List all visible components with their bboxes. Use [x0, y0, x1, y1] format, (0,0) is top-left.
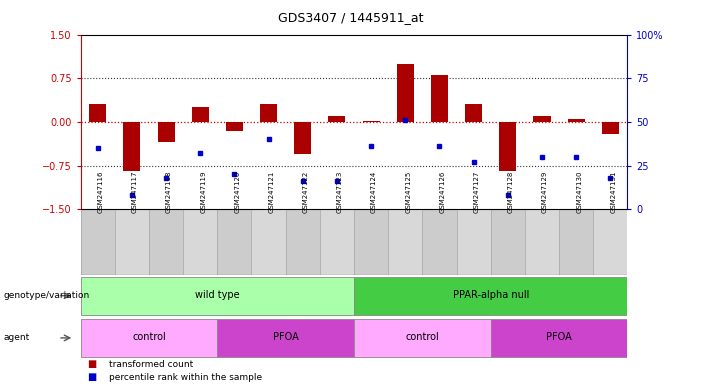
Bar [328, 116, 346, 122]
Bar [362, 121, 380, 122]
Text: control: control [132, 332, 166, 342]
Text: ■: ■ [88, 359, 97, 369]
Bar [191, 108, 209, 122]
Bar [388, 209, 422, 275]
Text: transformed count: transformed count [109, 360, 193, 369]
Bar [491, 319, 627, 357]
Text: GSM247124: GSM247124 [371, 170, 377, 213]
Bar [217, 209, 252, 275]
Text: genotype/variation: genotype/variation [4, 291, 90, 300]
Text: GSM247120: GSM247120 [234, 170, 240, 213]
Bar [89, 104, 107, 122]
Text: GSM247125: GSM247125 [405, 170, 411, 213]
Bar [320, 209, 354, 275]
Bar [260, 104, 277, 122]
Bar [183, 209, 217, 275]
Bar [81, 319, 217, 357]
Text: agent: agent [4, 333, 29, 343]
Text: GSM247122: GSM247122 [303, 170, 308, 213]
Bar [499, 122, 517, 171]
Bar [354, 209, 388, 275]
Bar [149, 209, 183, 275]
Bar [81, 276, 354, 315]
Bar [559, 209, 593, 275]
Bar [286, 209, 320, 275]
Bar [158, 122, 175, 142]
Text: GSM247129: GSM247129 [542, 170, 548, 213]
Bar [354, 276, 627, 315]
Text: GSM247130: GSM247130 [576, 170, 582, 213]
Text: control: control [405, 332, 440, 342]
Text: PPAR-alpha null: PPAR-alpha null [453, 290, 529, 300]
Bar [397, 64, 414, 122]
Bar [422, 209, 456, 275]
Bar [525, 209, 559, 275]
Text: GSM247121: GSM247121 [268, 170, 275, 213]
Text: wild type: wild type [195, 290, 240, 300]
Text: GSM247127: GSM247127 [474, 170, 479, 213]
Bar [217, 319, 354, 357]
Bar [226, 122, 243, 131]
Text: GSM247128: GSM247128 [508, 170, 514, 213]
Text: GSM247119: GSM247119 [200, 170, 206, 213]
Text: percentile rank within the sample: percentile rank within the sample [109, 373, 261, 382]
Bar [456, 209, 491, 275]
Bar [533, 116, 550, 122]
Bar [252, 209, 286, 275]
Bar [431, 75, 448, 122]
Text: GSM247118: GSM247118 [166, 170, 172, 213]
Bar [593, 209, 627, 275]
Text: GSM247116: GSM247116 [97, 170, 104, 213]
Bar [354, 319, 491, 357]
Text: ■: ■ [88, 372, 97, 382]
Bar [568, 119, 585, 122]
Text: PFOA: PFOA [546, 332, 572, 342]
Bar [294, 122, 311, 154]
Text: GSM247126: GSM247126 [440, 170, 445, 213]
Text: GSM247131: GSM247131 [611, 170, 616, 213]
Text: PFOA: PFOA [273, 332, 299, 342]
Bar [115, 209, 149, 275]
Text: GSM247117: GSM247117 [132, 170, 138, 213]
Text: GDS3407 / 1445911_at: GDS3407 / 1445911_at [278, 12, 423, 25]
Bar [465, 104, 482, 122]
Bar [81, 209, 115, 275]
Bar [491, 209, 525, 275]
Text: GSM247123: GSM247123 [337, 170, 343, 213]
Bar [601, 122, 619, 134]
Bar [123, 122, 140, 171]
